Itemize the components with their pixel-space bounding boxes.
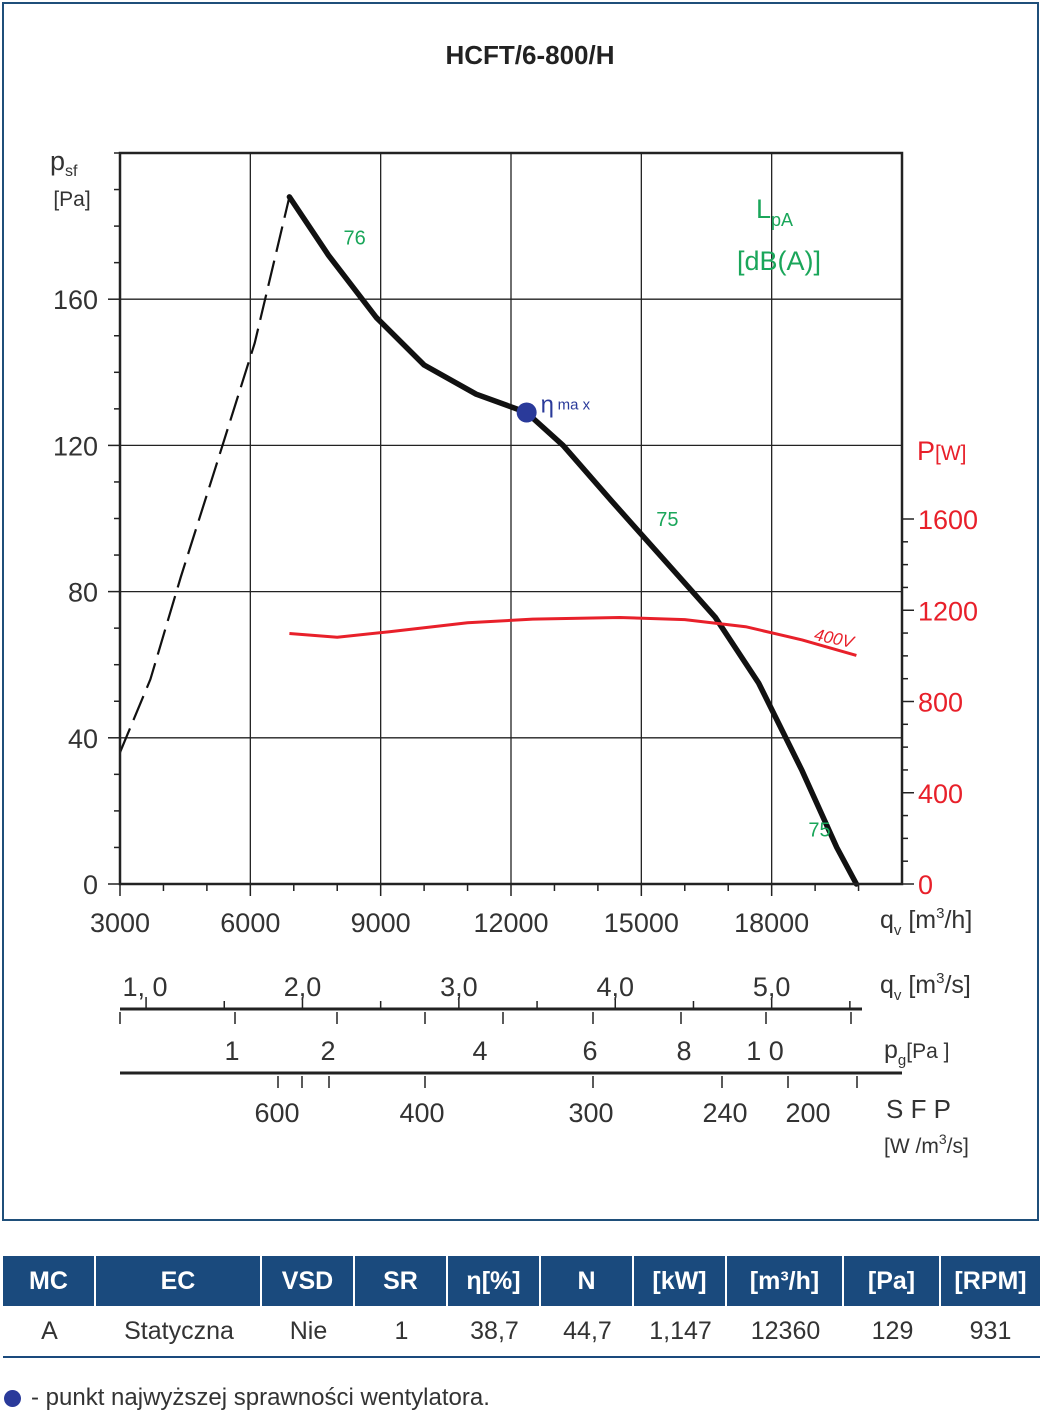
- power-series-label: 400V: [813, 625, 857, 652]
- scale-pg-label: 2: [320, 1036, 335, 1066]
- scale-sfp-unit-name: S F P: [886, 1094, 951, 1124]
- x-tick-label: 18000: [734, 908, 809, 938]
- scale-qv-m3s-label: 2,0: [284, 972, 322, 1002]
- scale-qv-m3s-label: 1, 0: [122, 972, 167, 1002]
- pressure-curve: [286, 194, 860, 887]
- header-rpm: [RPM]: [941, 1256, 1040, 1306]
- cell-flow: 12360: [727, 1306, 844, 1358]
- header-power: [kW]: [634, 1256, 727, 1306]
- y2-tick-label: 800: [918, 688, 963, 718]
- y2-tick-label: 0: [918, 870, 933, 900]
- scale-pg-label: 1 0: [746, 1036, 784, 1066]
- cell-n: 44,7: [541, 1306, 634, 1358]
- scale-sfp-label: 600: [254, 1098, 299, 1128]
- legend-note: - punkt najwyższej sprawności wentylator…: [4, 1384, 490, 1412]
- y-tick-label: 0: [83, 870, 98, 900]
- y-tick-label: 40: [68, 724, 98, 754]
- y2-axis-label: P[W]: [917, 436, 967, 466]
- scale-qv-m3s-label: 4,0: [596, 972, 634, 1002]
- cell-pressure: 129: [844, 1306, 941, 1358]
- y2-tick-label: 1200: [918, 596, 978, 626]
- cell-rpm: 931: [941, 1306, 1040, 1358]
- scale-qv-m3s-label: 3,0: [440, 972, 478, 1002]
- cell-ec: Statyczna: [96, 1306, 262, 1358]
- cell-power: 1,147: [634, 1306, 727, 1358]
- y-tick-label: 80: [68, 578, 98, 608]
- eta-max-dot-icon: [4, 1389, 21, 1407]
- cell-mc: A: [3, 1306, 96, 1358]
- cell-vsd: Nie: [262, 1306, 355, 1358]
- power-curve-400v: [289, 616, 857, 657]
- sound-level-label: 76: [343, 227, 365, 249]
- fan-performance-chart: HCFT/6-800/H04080120160psf[Pa]0400800120…: [50, 40, 978, 1158]
- scale-pg-label: 6: [582, 1036, 597, 1066]
- header-vsd: VSD: [262, 1256, 355, 1306]
- header-mc: MC: [3, 1256, 96, 1306]
- legend-note-text: - punkt najwyższej sprawności wentylator…: [31, 1384, 490, 1411]
- y-tick-label: 120: [53, 431, 98, 461]
- eta-max-point: [516, 402, 537, 423]
- x-axis-label: qv [m3/h]: [880, 905, 972, 939]
- scale-sfp-label: 400: [399, 1098, 444, 1128]
- scale-sfp-label: 240: [702, 1098, 747, 1128]
- scale-pg-unit: pg[Pa ]: [884, 1036, 949, 1069]
- table-row: A Statyczna Nie 1 38,7 44,7 1,147 12360 …: [3, 1306, 1040, 1358]
- x-tick-label: 12000: [473, 908, 548, 938]
- scale-qv-m3s-label: 5,0: [753, 972, 791, 1002]
- pressure-curve-stall-dashed: [118, 196, 291, 753]
- header-ec: EC: [96, 1256, 262, 1306]
- parameters-table: MC EC VSD SR η[%] N [kW] [m³/h] [Pa] [RP…: [3, 1256, 1040, 1358]
- x-tick-label: 6000: [220, 908, 280, 938]
- sound-level-label: 75: [808, 819, 830, 841]
- scale-sfp-label: 300: [568, 1098, 613, 1128]
- scale-sfp-label: 200: [785, 1098, 830, 1128]
- scale-qv-m3s-unit: qv [m3/s]: [880, 970, 971, 1004]
- sound-label-unit: [dB(A)]: [737, 246, 821, 276]
- sound-level-label: 75: [656, 509, 678, 531]
- scale-pg-label: 4: [472, 1036, 487, 1066]
- parameters-table-wrap: MC EC VSD SR η[%] N [kW] [m³/h] [Pa] [RP…: [3, 1256, 1040, 1358]
- scale-pg-label: 8: [676, 1036, 691, 1066]
- header-efficiency: η[%]: [448, 1256, 541, 1306]
- header-pressure: [Pa]: [844, 1256, 941, 1306]
- header-n: N: [541, 1256, 634, 1306]
- scale-pg-label: 1: [224, 1036, 239, 1066]
- y-tick-label: 160: [53, 285, 98, 315]
- chart-title: HCFT/6-800/H: [445, 40, 614, 70]
- y-axis-unit: [Pa]: [53, 188, 90, 211]
- chart-frame: [2, 2, 1039, 1221]
- eta-max-label: ma x: [558, 397, 591, 414]
- table-header-row: MC EC VSD SR η[%] N [kW] [m³/h] [Pa] [RP…: [3, 1256, 1040, 1306]
- header-flow: [m³/h]: [727, 1256, 844, 1306]
- x-tick-label: 9000: [351, 908, 411, 938]
- x-tick-label: 3000: [90, 908, 150, 938]
- eta-max-symbol: η: [541, 392, 554, 419]
- sound-label: LpA: [756, 194, 793, 230]
- header-sr: SR: [355, 1256, 448, 1306]
- x-tick-label: 15000: [604, 908, 679, 938]
- y-axis-label: psf: [50, 146, 78, 180]
- scale-sfp-unit: [W /m3/s]: [884, 1131, 969, 1158]
- cell-sr: 1: [355, 1306, 448, 1358]
- cell-efficiency: 38,7: [448, 1306, 541, 1358]
- y2-tick-label: 400: [918, 779, 963, 809]
- y2-tick-label: 1600: [918, 505, 978, 535]
